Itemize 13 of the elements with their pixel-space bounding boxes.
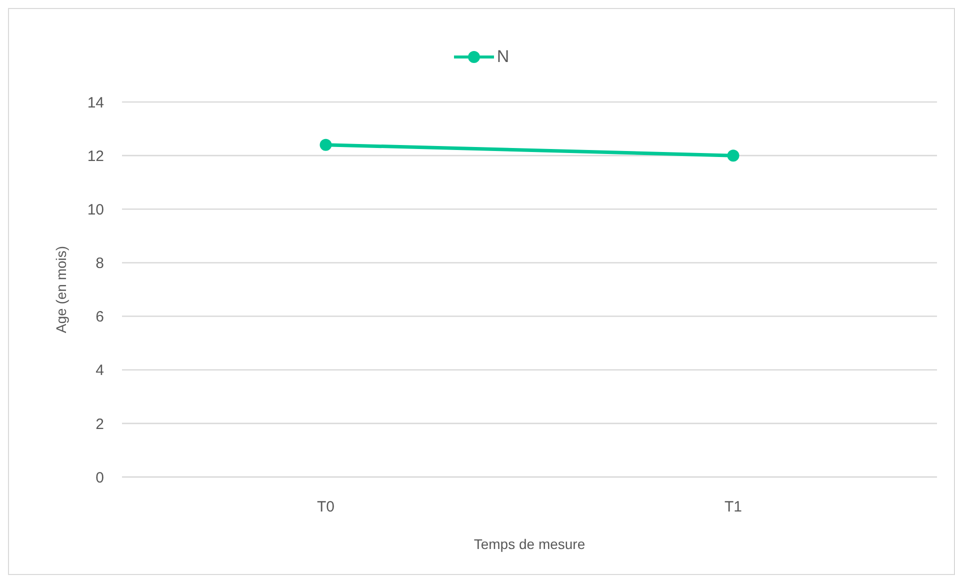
y-tick-label: 8 bbox=[96, 255, 104, 272]
x-tick-label: T0 bbox=[316, 498, 335, 516]
y-tick-label: 6 bbox=[96, 308, 104, 326]
y-tick-label: 14 bbox=[87, 94, 104, 112]
y-tick-label: 10 bbox=[87, 201, 104, 218]
y-tick-label: 0 bbox=[96, 469, 104, 486]
y-axis-title: Age (en mois) bbox=[52, 246, 69, 334]
x-tick-label: T1 bbox=[724, 498, 742, 516]
y-tick-label: 12 bbox=[87, 148, 104, 165]
legend-label: N bbox=[496, 47, 510, 67]
y-tick-label: 4 bbox=[96, 362, 104, 380]
x-axis-title: Temps de mesure bbox=[474, 536, 586, 552]
y-tick-label: 2 bbox=[96, 416, 104, 433]
